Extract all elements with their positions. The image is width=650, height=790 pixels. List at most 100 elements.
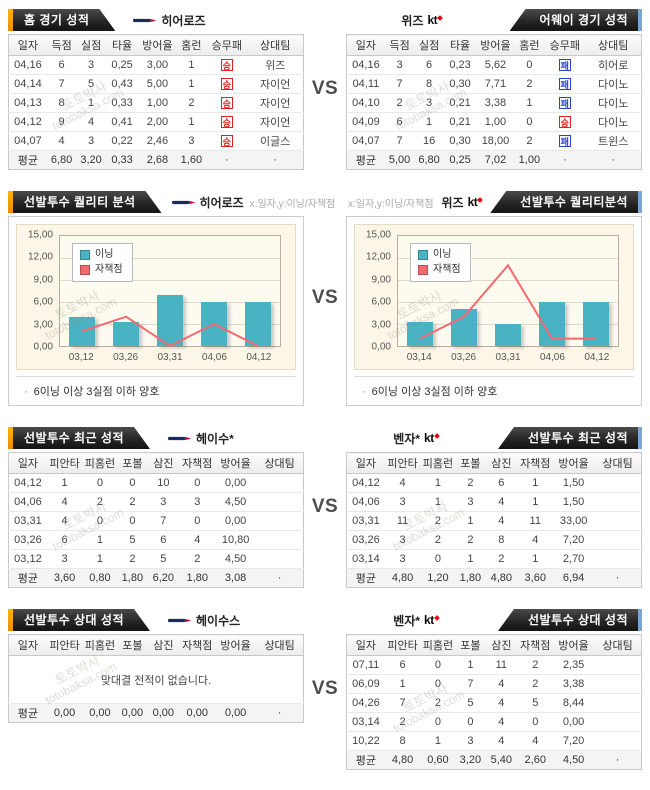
x-tick-label: 03,12 (68, 352, 94, 363)
table-cell: 0 (420, 655, 456, 675)
table-cell: 4 (179, 530, 215, 550)
table-cell: 2,00 (138, 112, 177, 132)
section-title-banner: 어웨이 경기 성적 (509, 9, 642, 31)
table-row: 03,31 4 0 0 7 0 0,00 (8, 511, 304, 531)
x-tick-label: 04,12 (584, 352, 610, 363)
table-cell: 3 (76, 55, 106, 75)
table-cell: 4 (46, 131, 77, 151)
kt-logo: kt (424, 431, 440, 445)
player-label: 헤이수스 (168, 612, 240, 629)
table-row: 04,26 7 2 5 4 5 8,44 (346, 693, 642, 713)
team-name: 히어로즈 (161, 13, 206, 28)
table-cell: 10,22 (346, 731, 385, 751)
table-cell: 4 (485, 712, 518, 732)
column-header: 포볼 (455, 634, 486, 656)
vs-label: VS (311, 678, 339, 699)
panel-quality-right: x:일자,y:이닝/자책점 위즈 kt 선발투수 퀄리티분석 15,00 12,0… (346, 190, 642, 406)
table-cell: 4 (517, 530, 553, 550)
x-tick-label: 03,14 (406, 352, 432, 363)
empty-message-row: 맞대결 전적이 없습니다. (8, 655, 304, 704)
y-tick-label: 15,00 (27, 229, 53, 241)
win-badge: 승 (220, 96, 233, 109)
table-cell: 1 (514, 93, 545, 113)
versus-record-table-wrap: 일자 피안타 피홈런 포볼 삼진 자책점 방어율 상대팀 맞대결 전적이 없습니다. 평균 0,00… (8, 634, 304, 723)
heroes-logo-icon (168, 436, 192, 440)
table-cell (256, 511, 304, 531)
team-label-wiz: 위즈 kt (401, 12, 443, 29)
table-row: 04,10 2 3 0,21 3,38 1 패 다이노 (346, 93, 642, 113)
blue-accent-bar (638, 609, 642, 631)
section-title-banner: 선발투수 퀄리티분석 (490, 191, 642, 213)
table-cell: 04,13 (8, 93, 47, 113)
kt-logo: kt (424, 613, 440, 627)
panel-versus-right: 벤자* kt 선발투수 상대 성적 일자 피안타 피홈런 포볼 삼진 자책점 방어율 상대팀 0… (346, 608, 642, 770)
table-cell: 6 (46, 530, 83, 550)
team-label-heroes: 히어로즈 (133, 12, 206, 29)
orange-accent-bar (8, 191, 13, 213)
table-cell (594, 712, 642, 732)
table-cell: 04,12 (346, 473, 385, 493)
table-cell: · (544, 150, 586, 170)
table-cell: 1,20 (420, 568, 456, 588)
versus-record-table-wrap: 일자 피안타 피홈런 포볼 삼진 자책점 방어율 상대팀 07,11 6 0 1 11 2 2,35 06,0… (346, 634, 642, 770)
table-cell: 3 (76, 131, 106, 151)
column-header: 일자 (346, 34, 385, 56)
table-cell: 3,20 (455, 750, 486, 770)
panel-quality-left: 선발투수 퀄리티 분석 히어로즈 x:일자,y:이닝/자책점 15,00 12,0… (8, 190, 335, 406)
column-header: 홈런 (176, 34, 207, 56)
table-cell: 이글스 (247, 131, 304, 151)
kt-logo: kt (427, 13, 443, 27)
table-cell (594, 731, 642, 751)
x-tick-label: 04,06 (201, 352, 227, 363)
column-header: 방어율 (138, 34, 177, 56)
player-name: 벤자* (393, 431, 421, 446)
table-cell: 패 (544, 93, 586, 113)
stats-table: 일자 득점 실점 타율 방어율 홈런 승무패 상대팀 04,16 6 3 0,25 3,00 1 승 위즈 04… (8, 34, 304, 170)
table-cell: 0,00 (214, 511, 257, 531)
stats-table: 일자 피안타 피홈런 포볼 삼진 자책점 방어율 상대팀 07,11 6 0 1 11 2 2,35 06,0… (346, 634, 642, 770)
header-row: 일자 피안타 피홈런 포볼 삼진 자책점 방어율 상대팀 (346, 634, 642, 656)
win-badge: 승 (558, 115, 571, 128)
header-row: 일자 득점 실점 타율 방어율 홈런 승무패 상대팀 (346, 34, 642, 56)
win-badge: 승 (220, 115, 233, 128)
table-row: 04,14 7 5 0,43 5,00 1 승 자이언 (8, 74, 304, 94)
table-cell: 7 (147, 511, 180, 531)
column-header: 포볼 (455, 452, 486, 474)
table-cell: 3 (384, 492, 421, 512)
column-header: 일자 (346, 452, 385, 474)
table-cell: · (594, 568, 642, 588)
legend-entry-runs: 자책점 (80, 262, 123, 277)
innings-bar (156, 294, 184, 346)
table-cell: 0 (514, 112, 545, 132)
average-row: 평균 6,80 3,20 0,33 2,68 1,60 · · (8, 150, 304, 170)
table-cell: 1 (455, 655, 486, 675)
table-cell: 승 (206, 74, 248, 94)
table-cell: 10,80 (214, 530, 257, 550)
x-tick-label: 03,31 (157, 352, 183, 363)
table-cell: 1 (82, 530, 118, 550)
table-cell: 2 (485, 549, 518, 569)
table-cell: 1,80 (455, 568, 486, 588)
table-cell: 승 (206, 112, 248, 132)
quality-chart-section: 15,00 12,00 9,00 6,00 3,00 0,00 이닝 자책점 03,12 0… (8, 216, 304, 406)
section-quality-analysis: 선발투수 퀄리티 분석 히어로즈 x:일자,y:이닝/자책점 15,00 12,0… (8, 190, 642, 406)
table-cell: 2,68 (138, 150, 177, 170)
column-header: 피홈런 (420, 452, 456, 474)
recent-record-table-wrap: 일자 피안타 피홈런 포볼 삼진 자책점 방어율 상대팀 04,12 4 1 2 6 1 1,50 04,06… (346, 452, 642, 588)
column-header: 일자 (8, 452, 47, 474)
table-cell: 2 (455, 530, 486, 550)
column-header: 일자 (346, 634, 385, 656)
table-cell: 04,12 (8, 473, 47, 493)
table-cell: 1 (420, 492, 456, 512)
table-row: 04,16 3 6 0,23 5,62 0 패 히어로 (346, 55, 642, 75)
panel-header: x:일자,y:이닝/자책점 위즈 kt 선발투수 퀄리티분석 (346, 190, 642, 214)
win-badge: 승 (220, 134, 233, 147)
table-cell: 3,08 (214, 568, 257, 588)
innings-bar (244, 302, 272, 346)
y-tick-label: 0,00 (33, 341, 53, 353)
table-cell: · (585, 150, 642, 170)
column-header: 상대팀 (256, 634, 304, 656)
table-cell: 4 (485, 731, 518, 751)
table-cell (594, 492, 642, 512)
table-cell: 11 (384, 511, 421, 531)
